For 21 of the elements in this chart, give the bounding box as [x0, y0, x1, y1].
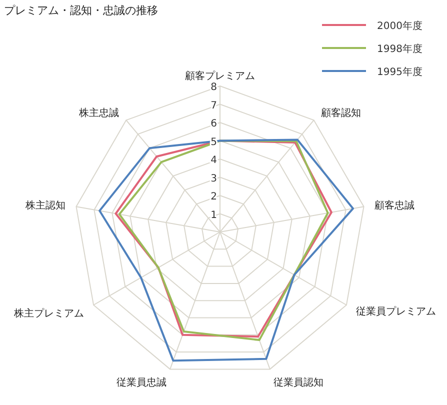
legend-label: 2000年度 — [377, 20, 422, 32]
y-tick-label: 3 — [210, 173, 217, 184]
spoke-label: 株主忠誠 — [78, 106, 120, 119]
spoke-label: 従業員忠誠 — [116, 376, 166, 388]
spoke-label: 従業員プレミアム — [356, 305, 436, 318]
y-tick-label: 2 — [210, 192, 217, 202]
y-tick-label: 6 — [210, 118, 217, 130]
chart-title: プレミアム・認知・忠誠の推移 — [4, 4, 158, 17]
spoke-label: 顧客認知 — [320, 106, 361, 119]
y-tick-label: 5 — [210, 136, 217, 148]
spoke-label: 従業員認知 — [274, 376, 324, 388]
y-tick-label: 8 — [210, 82, 217, 93]
spoke-label: 顧客忠誠 — [374, 200, 415, 212]
y-tick-label: 1 — [210, 210, 217, 221]
spoke-label: 株主認知 — [24, 200, 66, 212]
legend-label: 1995年度 — [377, 66, 422, 78]
y-tick-label: 7 — [210, 100, 217, 112]
spoke-label: 顧客プレミアム — [185, 70, 255, 82]
spoke-label: 株主プレミアム — [13, 307, 84, 320]
y-tick-label: 4 — [210, 155, 217, 166]
legend-label: 1998年度 — [377, 43, 422, 55]
